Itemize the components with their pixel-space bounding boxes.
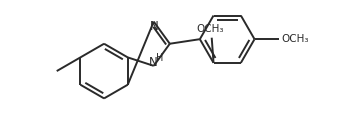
- Text: H: H: [156, 53, 163, 63]
- Text: OCH₃: OCH₃: [281, 34, 309, 44]
- Text: N: N: [150, 20, 159, 33]
- Text: OCH₃: OCH₃: [196, 24, 224, 34]
- Text: N: N: [149, 56, 158, 69]
